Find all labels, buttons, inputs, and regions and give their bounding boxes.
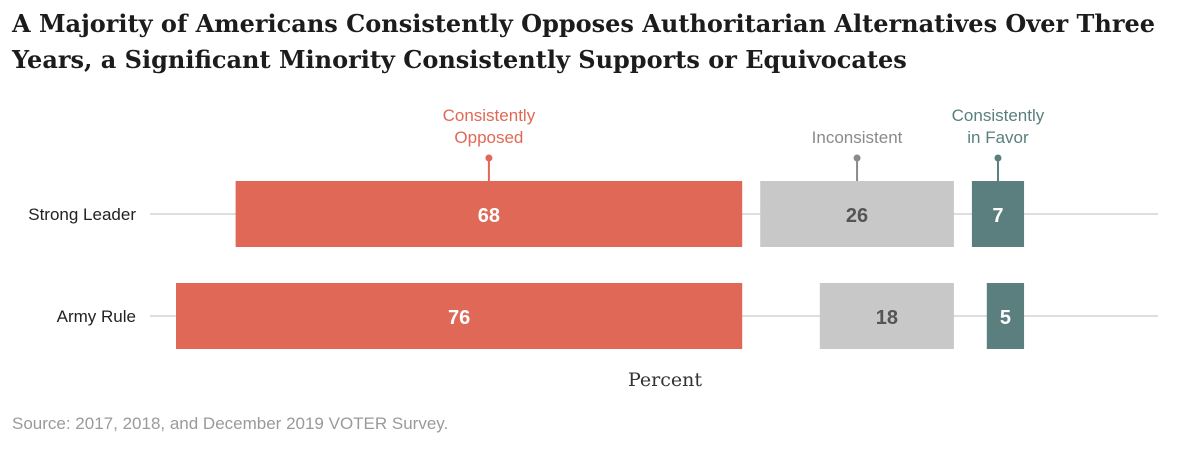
series-label-consistently-in-favor-line-1: Consistently [952, 106, 1045, 125]
bar-inconsistent-strong-leader [760, 181, 954, 247]
bar-consistently-opposed-strong-leader [235, 181, 743, 247]
value-label-inconsistent-strong-leader: 26 [846, 205, 868, 227]
bar-consistently-in-favor-army-rule [986, 283, 1025, 349]
value-label-inconsistent-army-rule: 18 [876, 307, 898, 329]
bar-consistently-opposed-army-rule [176, 283, 743, 349]
series-label-inconsistent-line-1: Inconsistent [812, 128, 903, 147]
series-labels: Consistently Opposed Inconsistent Consisten… [443, 106, 1045, 181]
leader-dot-consistently-in-favor [994, 154, 1002, 162]
series-label-consistently-in-favor-line-2: in Favor [967, 128, 1029, 147]
source-note: Source: 2017, 2018, and December 2019 VO… [12, 414, 449, 433]
bar-inconsistent-army-rule [819, 283, 954, 349]
value-label-consistently-opposed-army-rule: 76 [448, 307, 470, 329]
category-label-strong-leader: Strong Leader [28, 205, 136, 224]
bar-chart: Consistently Opposed Inconsistent Consisten… [28, 106, 1158, 391]
chart-title: A Majority of Americans Consistently Opp… [12, 9, 1156, 74]
leader-dot-consistently-opposed [485, 154, 493, 162]
series-label-consistently-opposed-line-1: Consistently [443, 106, 536, 125]
x-axis-label: Percent [628, 369, 702, 391]
value-label-consistently-in-favor-army-rule: 5 [1000, 307, 1011, 329]
bar-consistently-in-favor-strong-leader [971, 181, 1025, 247]
series-label-consistently-opposed-line-2: Opposed [454, 128, 523, 147]
category-labels: Strong Leader Army Rule [28, 205, 136, 326]
value-label-consistently-in-favor-strong-leader: 7 [992, 205, 1003, 227]
bars: 68 76 26 18 7 5 [176, 181, 1025, 349]
leader-dot-inconsistent [853, 154, 861, 162]
value-label-consistently-opposed-strong-leader: 68 [478, 205, 500, 227]
category-label-army-rule: Army Rule [57, 307, 136, 326]
